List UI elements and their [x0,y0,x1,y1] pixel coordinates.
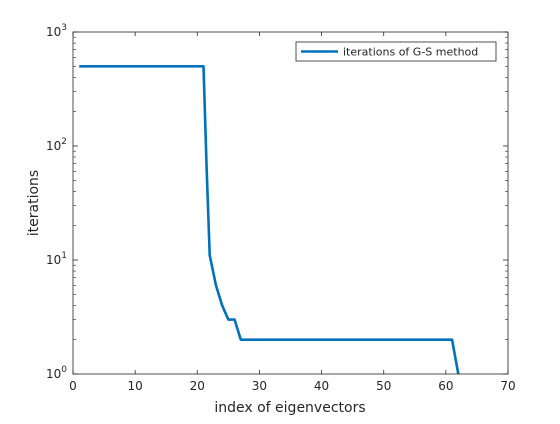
x-axis-ticks: 0 10 20 30 40 50 60 70 [69,32,516,393]
y-tick-label: 100 [46,365,67,381]
x-tick-label: 70 [500,379,515,393]
plot-background [73,32,508,374]
y-tick-label: 102 [46,137,67,153]
legend-box [295,41,497,62]
legend: iterations of G-S method [295,41,497,62]
x-tick-label: 10 [128,379,143,393]
legend-label: iterations of G-S method [343,46,478,59]
series-layer [79,65,460,375]
x-tick-label: 40 [314,379,329,393]
y-tick-label: 101 [46,251,67,267]
y-tick-label: 103 [46,23,67,39]
x-axis-label: index of eigenvectors [214,400,365,416]
x-tick-label: 60 [438,379,453,393]
x-tick-label: 20 [190,379,205,393]
y-axis-label: iterations [26,170,42,236]
x-tick-label: 50 [376,379,391,393]
x-tick-label: 0 [69,379,77,393]
series-line-0 [79,65,460,375]
plot-frame [72,31,509,375]
x-tick-label: 30 [252,379,267,393]
